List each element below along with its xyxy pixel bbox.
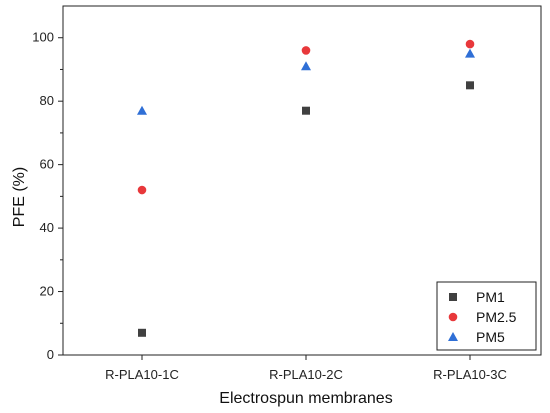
plot-frame: [62, 5, 542, 356]
data-point-circle: [137, 185, 147, 195]
data-point-triangle: [465, 48, 475, 58]
data-point-square: [138, 328, 146, 337]
y-axis-title: PFE (%): [11, 167, 28, 227]
x-tick-label: R-PLA10-3C: [433, 367, 507, 382]
legend-marker-circle: [448, 312, 458, 322]
legend-label: PM2.5: [476, 309, 517, 325]
x-axis-title: Electrospun membranes: [219, 390, 392, 407]
data-point-square: [302, 106, 310, 115]
data-point-triangle: [301, 61, 311, 71]
legend-marker-square: [449, 293, 457, 301]
y-tick-label: 0: [47, 347, 54, 362]
data-point-triangle: [137, 105, 147, 115]
legend: PM1 PM2.5 PM5: [436, 281, 537, 351]
y-tick-label: 60: [40, 157, 54, 172]
legend-label: PM1: [476, 289, 505, 305]
data-point-circle: [301, 46, 311, 55]
legend-label: PM5: [476, 329, 505, 345]
x-tick-label: R-PLA10-2C: [269, 367, 343, 382]
data-marks: [137, 39, 475, 337]
data-point-square: [466, 81, 474, 90]
y-tick-label: 100: [32, 30, 54, 45]
y-tick-label: 20: [40, 284, 54, 299]
x-tick-label: R-PLA10-1C: [105, 367, 179, 382]
y-tick-label: 40: [40, 220, 54, 235]
axes: 0 20 40 60 80 100 R-PLA10-1C R-PLA10-2C R-PLA10-…: [32, 5, 542, 382]
y-tick-label: 80: [40, 93, 54, 108]
legend-marker-triangle: [448, 332, 458, 341]
data-point-circle: [465, 39, 475, 49]
